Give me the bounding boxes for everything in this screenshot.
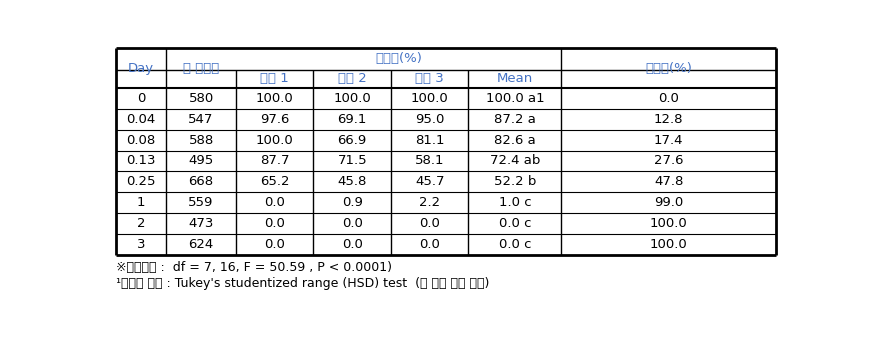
Text: 72.4 ab: 72.4 ab <box>489 154 540 167</box>
Text: 쳑 조사수: 쳑 조사수 <box>183 62 219 75</box>
Text: 100.0: 100.0 <box>650 217 688 230</box>
Text: 100.0: 100.0 <box>256 134 294 147</box>
Text: 624: 624 <box>189 238 214 251</box>
Text: 0.0: 0.0 <box>659 92 679 105</box>
Text: 81.1: 81.1 <box>415 134 445 147</box>
Text: 82.6 a: 82.6 a <box>494 134 536 147</box>
Text: 99.0: 99.0 <box>654 196 683 209</box>
Text: 45.7: 45.7 <box>415 175 445 188</box>
Text: 1: 1 <box>137 196 146 209</box>
Text: 생존율(%): 생존율(%) <box>375 52 422 65</box>
Text: 547: 547 <box>189 113 214 126</box>
Text: 0.25: 0.25 <box>126 175 156 188</box>
Text: 58.1: 58.1 <box>415 154 445 167</box>
Text: 반복 1: 반복 1 <box>260 72 289 85</box>
Text: 0.0: 0.0 <box>342 217 362 230</box>
Text: 87.7: 87.7 <box>260 154 289 167</box>
Text: 668: 668 <box>189 175 214 188</box>
Text: 100.0: 100.0 <box>256 92 294 105</box>
Text: 0.0: 0.0 <box>264 238 285 251</box>
Text: 0.0 c: 0.0 c <box>499 217 531 230</box>
Text: 3: 3 <box>137 238 146 251</box>
Text: ※통계분석 :  df = 7, 16, F = 50.59 , P < 0.0001): ※통계분석 : df = 7, 16, F = 50.59 , P < 0.00… <box>116 261 392 274</box>
Text: Mean: Mean <box>497 72 533 85</box>
Text: 2: 2 <box>137 217 146 230</box>
Text: 반복 2: 반복 2 <box>338 72 367 85</box>
Text: 0.04: 0.04 <box>126 113 155 126</box>
Text: 0.0: 0.0 <box>419 217 440 230</box>
Text: 0.0 c: 0.0 c <box>499 238 531 251</box>
Text: 588: 588 <box>189 134 214 147</box>
Text: 반복 3: 반복 3 <box>416 72 444 85</box>
Text: 95.0: 95.0 <box>415 113 445 126</box>
Text: 69.1: 69.1 <box>338 113 367 126</box>
Text: 0.0: 0.0 <box>419 238 440 251</box>
Text: 0.08: 0.08 <box>126 134 155 147</box>
Text: 559: 559 <box>189 196 214 209</box>
Text: 71.5: 71.5 <box>338 154 367 167</box>
Text: 17.4: 17.4 <box>654 134 683 147</box>
Text: 0.0: 0.0 <box>264 217 285 230</box>
Text: 100.0: 100.0 <box>650 238 688 251</box>
Text: 97.6: 97.6 <box>260 113 289 126</box>
Text: 100.0: 100.0 <box>333 92 371 105</box>
Text: 0.9: 0.9 <box>342 196 362 209</box>
Text: Day: Day <box>128 62 154 75</box>
Text: 495: 495 <box>189 154 214 167</box>
Text: 100.0 a1: 100.0 a1 <box>486 92 545 105</box>
Text: ¹평균간 비교 : Tukey's studentized range (HSD) test  (이 문구 이하 생략): ¹평균간 비교 : Tukey's studentized range (HSD… <box>116 277 489 290</box>
Text: 87.2 a: 87.2 a <box>494 113 536 126</box>
Text: 사망률(%): 사망률(%) <box>645 62 692 75</box>
Text: 580: 580 <box>189 92 214 105</box>
Text: 1.0 c: 1.0 c <box>499 196 531 209</box>
Text: 0.0: 0.0 <box>264 196 285 209</box>
Text: 2.2: 2.2 <box>419 196 440 209</box>
Text: 47.8: 47.8 <box>654 175 683 188</box>
Text: 12.8: 12.8 <box>654 113 683 126</box>
Text: 0.0: 0.0 <box>342 238 362 251</box>
Text: 65.2: 65.2 <box>260 175 289 188</box>
Text: 0.13: 0.13 <box>126 154 156 167</box>
Text: 100.0: 100.0 <box>410 92 448 105</box>
Text: 52.2 b: 52.2 b <box>494 175 536 188</box>
Text: 0: 0 <box>137 92 146 105</box>
Text: 66.9: 66.9 <box>338 134 367 147</box>
Text: 473: 473 <box>189 217 214 230</box>
Text: 27.6: 27.6 <box>654 154 683 167</box>
Text: 45.8: 45.8 <box>338 175 367 188</box>
